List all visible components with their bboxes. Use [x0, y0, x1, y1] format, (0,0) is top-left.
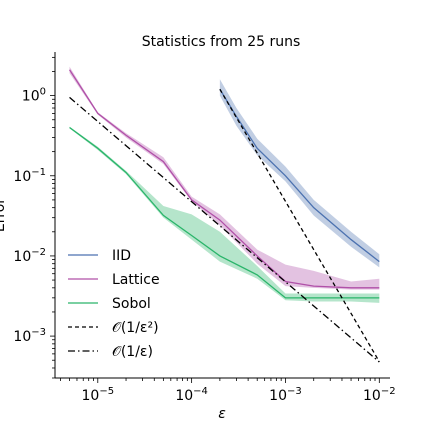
series-4-line	[69, 96, 380, 363]
x-axis-label: ε	[218, 406, 226, 422]
series-2-line	[69, 126, 380, 299]
series-3-line	[219, 88, 380, 362]
legend-label: Lattice	[112, 272, 160, 288]
x-tick-label: 10−5	[81, 386, 114, 404]
series-1-line	[68, 69, 380, 289]
chart-title: Statistics from 25 runs	[142, 34, 301, 50]
y-ticks: 100 10−1 10−2 10−3	[13, 56, 55, 379]
y-tick-label: 10−2	[13, 247, 46, 265]
y-tick-label: 10−1	[13, 167, 46, 185]
legend: IID Lattice Sobol 𝒪(1/ε²) 𝒪(1/ε)	[68, 248, 160, 360]
legend-label: 𝒪(1/ε²)	[112, 320, 159, 336]
legend-label: 𝒪(1/ε)	[112, 344, 153, 360]
y-tick-label: 100	[22, 87, 46, 105]
legend-label: IID	[112, 248, 131, 264]
series-lines	[68, 69, 380, 363]
x-tick-label: 10−2	[363, 386, 396, 404]
legend-label: Sobol	[112, 296, 151, 312]
x-tick-label: 10−4	[175, 386, 208, 404]
y-axis-label: Error	[0, 198, 8, 232]
y-tick-label: 10−3	[13, 327, 46, 345]
confidence-bands	[69, 66, 380, 303]
x-ticks: 10−5 10−4 10−3 10−2	[60, 378, 396, 404]
x-tick-label: 10−3	[269, 386, 302, 404]
